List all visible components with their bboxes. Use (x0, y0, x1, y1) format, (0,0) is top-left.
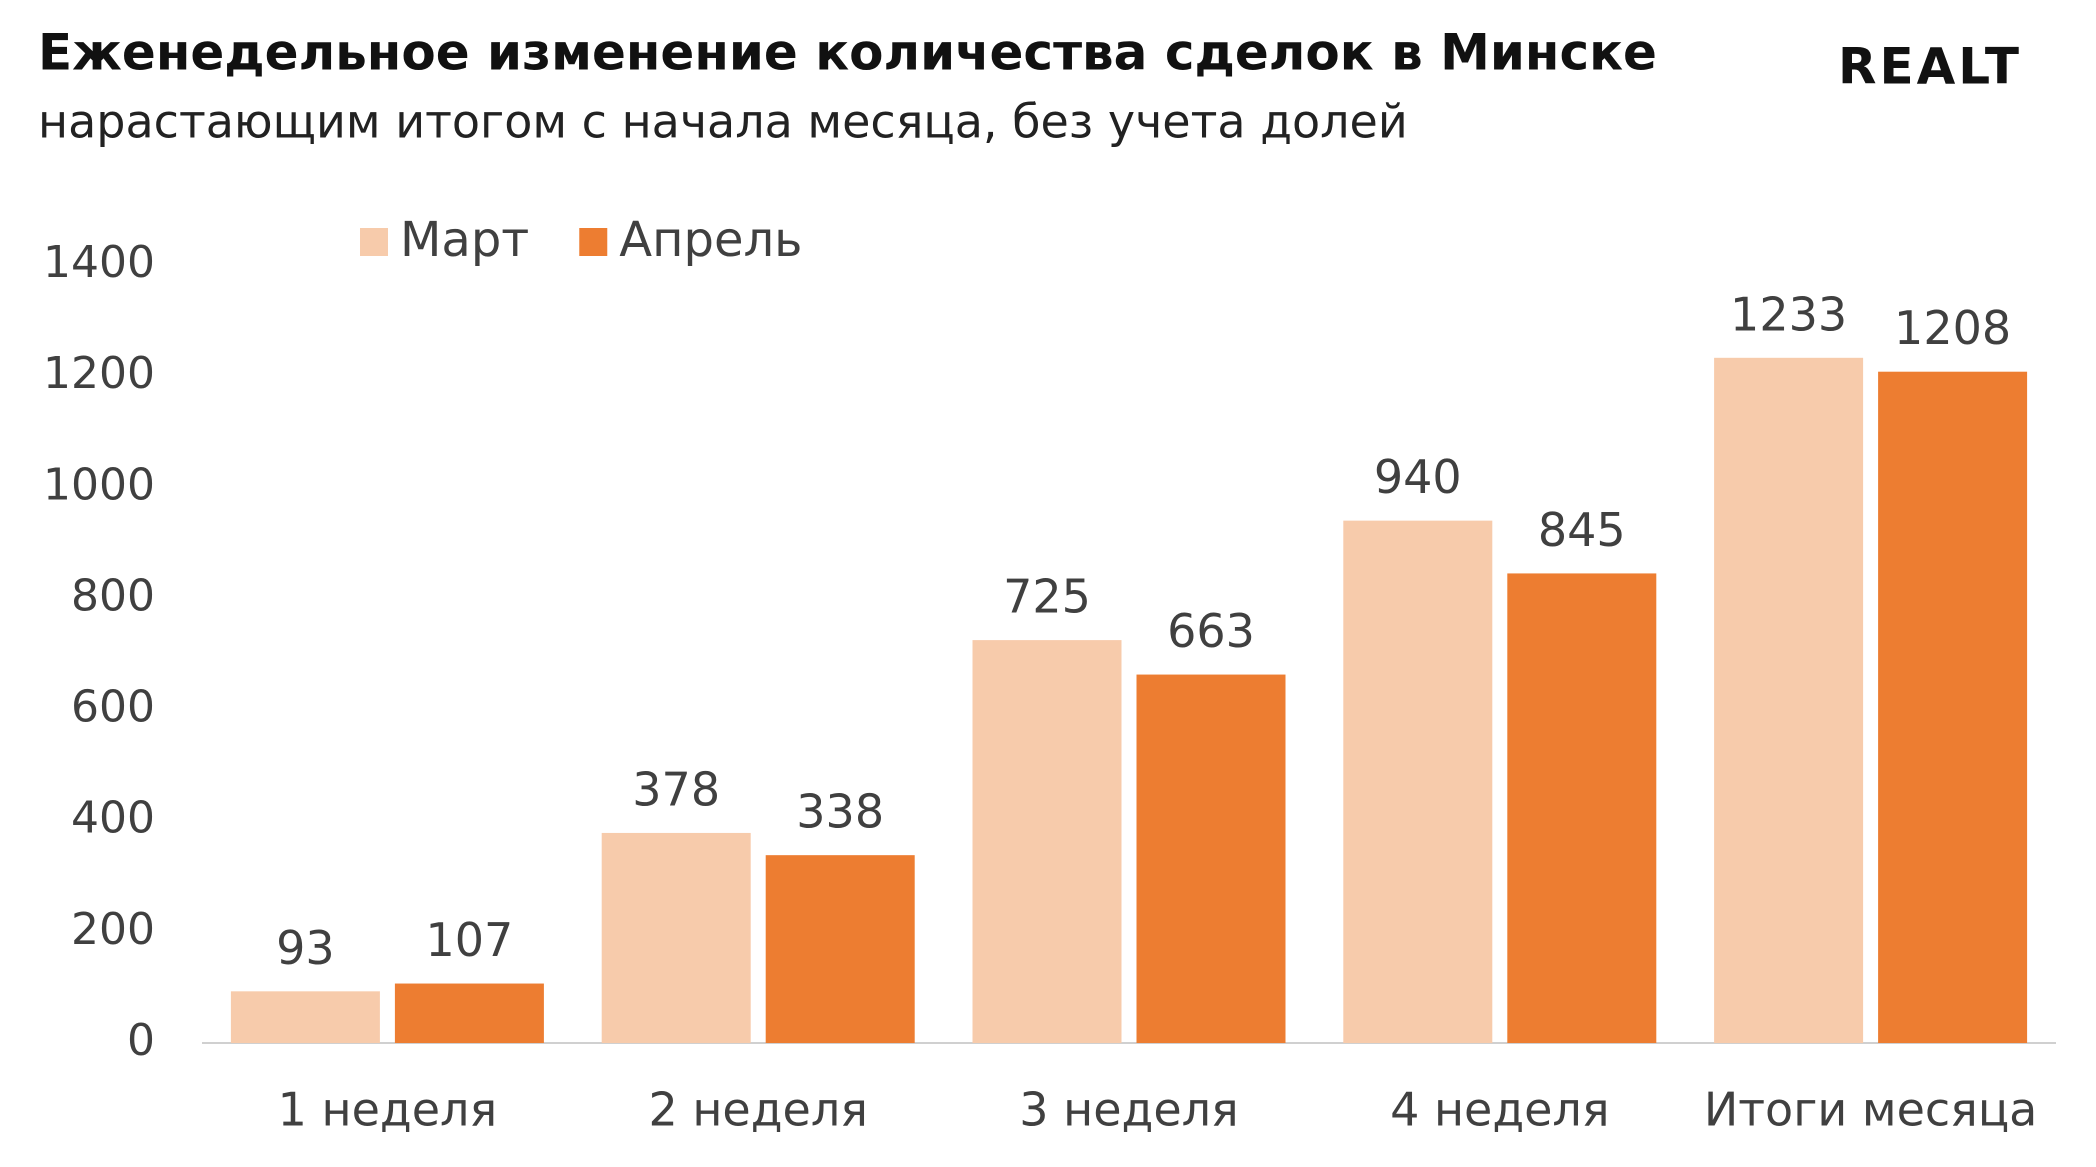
y-tick-label: 0 (127, 1015, 155, 1066)
legend-swatch (579, 228, 608, 256)
legend-label: Март (400, 212, 529, 268)
x-tick-label: 4 неделя (1390, 1083, 1609, 1137)
legend-label: Апрель (619, 212, 802, 268)
y-tick-label: 400 (71, 793, 155, 844)
y-tick-label: 1000 (43, 459, 155, 510)
data-label: 845 (1538, 503, 1626, 557)
data-label: 378 (632, 762, 720, 816)
x-tick-label: 1 неделя (278, 1083, 497, 1137)
chart-subtitle: нарастающим итогом с начала месяца, без … (38, 95, 1408, 149)
bar (765, 855, 915, 1043)
x-tick-label: 3 неделя (1019, 1083, 1238, 1137)
bar (601, 832, 751, 1043)
bar (230, 991, 380, 1043)
data-label: 107 (425, 913, 513, 967)
bar (394, 983, 544, 1043)
bar (1878, 371, 2028, 1043)
bar (1343, 520, 1493, 1043)
x-tick-label: 2 неделя (648, 1083, 867, 1137)
x-tick-label: Итоги месяца (1704, 1083, 2038, 1137)
y-tick-label: 200 (71, 904, 155, 955)
data-label: 338 (796, 785, 884, 839)
y-tick-label: 800 (71, 570, 155, 621)
bar (1714, 357, 1864, 1043)
chart-title: Еженедельное изменение количества сделок… (38, 24, 1657, 82)
y-tick-label: 1200 (43, 348, 155, 399)
data-label: 663 (1167, 604, 1255, 658)
logo: REALT (1838, 38, 2022, 96)
bar (972, 640, 1122, 1043)
data-label: 1208 (1894, 301, 2011, 355)
data-label: 1233 (1730, 287, 1847, 341)
y-tick-label: 1400 (43, 237, 155, 288)
bar (1136, 674, 1286, 1043)
y-tick-label: 600 (71, 682, 155, 733)
data-label: 940 (1374, 450, 1462, 504)
data-label: 93 (276, 921, 335, 975)
legend-swatch (360, 228, 388, 256)
bar (1507, 573, 1657, 1043)
data-label: 725 (1003, 570, 1091, 624)
